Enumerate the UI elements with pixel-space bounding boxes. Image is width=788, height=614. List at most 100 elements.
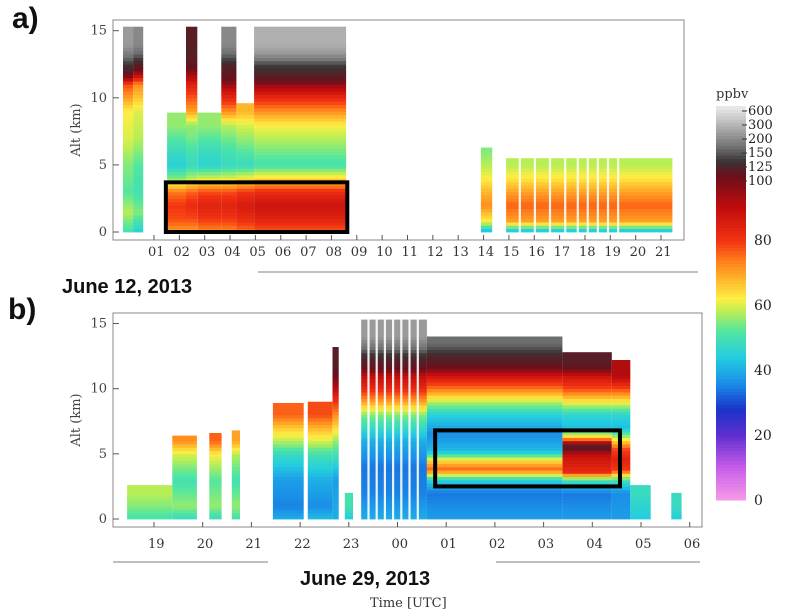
profile-0-2-cell: [167, 124, 186, 129]
profile-0-1-cell: [133, 77, 144, 82]
profile-1-3-cell: [231, 499, 240, 504]
colorbar-cell: [716, 289, 746, 294]
profile-0-0-cell: [123, 181, 134, 186]
panel-a-label: a): [12, 2, 39, 35]
profile-1-4-cell: [272, 463, 304, 468]
profile-0-8-cell: [480, 185, 493, 189]
colorbar-cell: [716, 211, 746, 215]
colorbar-cell: [716, 309, 746, 314]
xtick-label-1-6: 01: [440, 537, 457, 552]
profile-0-8-cell: [480, 164, 493, 169]
profile-1-2-cell: [209, 466, 222, 471]
profile-0-7-cell: [254, 54, 347, 58]
profile-1-10-cell: [562, 453, 612, 458]
profile-0-0-cell: [123, 84, 134, 89]
colorbar-cell: [716, 184, 746, 189]
profile-0-3-cell: [186, 188, 198, 193]
profile-1-11-cell: [611, 362, 631, 367]
profile-0-4-cell: [197, 151, 222, 156]
date-label-b: June 29, 2013: [300, 568, 431, 590]
profile-0-3-cell: [186, 175, 198, 179]
profile-0-1-cell: [133, 168, 144, 173]
profile-0-1-cell: [133, 215, 144, 219]
profile-1-5-cell: [307, 470, 333, 474]
xtick-label-1-11: 06: [684, 537, 701, 552]
colorbar-cell: [716, 266, 746, 271]
profile-0-5-cell: [221, 218, 237, 223]
xtick-label-0-2: 03: [199, 245, 216, 260]
profile-1-3-cell: [231, 506, 240, 510]
profile-1-5-cell: [307, 401, 333, 406]
colorbar-cell: [716, 427, 746, 432]
profile-0-6-cell: [236, 121, 254, 126]
colorbar-cell: [716, 352, 746, 357]
profile-1-5-cell: [307, 463, 333, 468]
profile-0-7-cell: [254, 87, 347, 92]
profile-1-11-cell: [611, 398, 631, 403]
profile-0-6-cell: [236, 158, 254, 162]
profile-0-5-cell: [221, 57, 237, 62]
profile-0-0-cell: [123, 104, 134, 109]
profile-1-4-cell: [272, 460, 304, 465]
profile-1-6-cell: [332, 509, 339, 513]
profile-1-11-cell: [611, 375, 631, 380]
profile-1-2-cell: [209, 453, 222, 458]
profile-0-6-cell: [236, 138, 254, 142]
profile-1-9-cell: [426, 476, 563, 481]
profile-0-7-cell: [254, 104, 347, 109]
profile-0-2-cell: [167, 141, 186, 146]
profile-1-6-cell: [332, 421, 339, 425]
profile-1-10-cell: [562, 408, 612, 412]
profile-0-5-cell: [221, 201, 237, 206]
highlight-box-0: [163, 180, 350, 234]
profile-0-1-cell: [133, 221, 144, 226]
profile-0-1-cell: [133, 91, 144, 95]
profile-0-5-cell: [221, 27, 237, 32]
profile-0-7-cell: [254, 218, 347, 223]
profile-1-6-cell: [332, 365, 339, 370]
colorbar-cell: [716, 263, 746, 268]
profile-1-4-cell: [272, 483, 304, 487]
profile-0-5-cell: [221, 225, 237, 230]
profile-0-5-cell: [221, 81, 237, 85]
profile-0-6-cell: [236, 154, 254, 159]
profile-1-13-cell: [671, 515, 682, 520]
profile-0-2-cell: [167, 218, 186, 223]
profile-1-10-cell: [562, 375, 612, 380]
profile-0-7-cell: [254, 171, 347, 176]
profile-1-10-cell: [562, 382, 612, 386]
profile-1-5-cell: [307, 414, 333, 419]
profile-1-10-cell: [562, 457, 612, 461]
profile-1-12-cell: [630, 509, 651, 513]
profile-1-4-cell: [272, 427, 304, 432]
colorbar-tick-7: 60: [754, 298, 772, 314]
colorbar-cell: [716, 306, 746, 311]
profile-0-5-cell: [221, 77, 237, 82]
colorbar-cell: [716, 470, 746, 475]
profile-0-4-cell: [197, 195, 222, 199]
profile-0-5-cell: [221, 141, 237, 146]
profile-0-7-cell: [254, 144, 347, 149]
profile-0-3-cell: [186, 57, 198, 62]
profile-0-7-cell: [254, 131, 347, 136]
profile-1-13-cell: [671, 492, 682, 497]
profile-0-4-cell: [197, 175, 222, 179]
profile-1-9-cell: [426, 437, 563, 442]
profile-1-9-cell: [426, 506, 563, 510]
profile-1-4-cell: [272, 506, 304, 510]
profile-1-10-cell: [562, 372, 612, 377]
profile-1-6-cell: [332, 499, 339, 504]
profile-1-10-cell: [562, 440, 612, 445]
profile-0-3-cell: [186, 111, 198, 115]
data-gap-0-7: [606, 21, 610, 239]
profile-0-1-cell: [133, 154, 144, 159]
profile-1-10-cell: [562, 421, 612, 425]
profile-0-3-cell: [186, 171, 198, 176]
profile-0-3-cell: [186, 198, 198, 203]
profile-0-8-cell: [480, 175, 493, 179]
profile-1-2-cell: [209, 509, 222, 513]
profile-1-11-cell: [611, 506, 631, 510]
profile-0-7-cell: [254, 185, 347, 189]
profile-0-1-cell: [133, 97, 144, 102]
profile-1-1-cell: [172, 447, 197, 451]
